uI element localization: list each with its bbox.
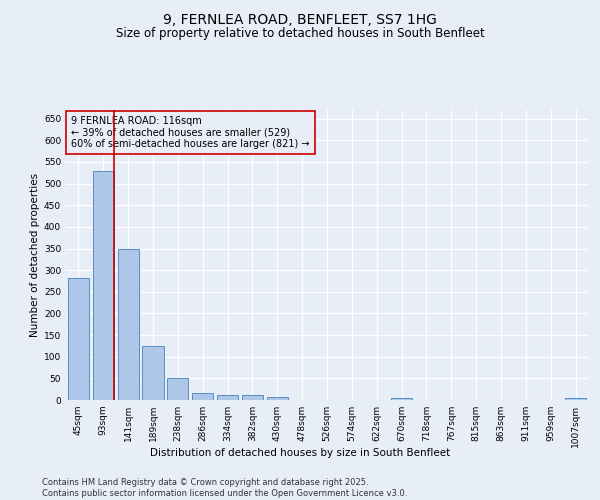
Bar	[217, 395, 238, 400]
Bar	[167, 378, 188, 400]
Text: 9 FERNLEA ROAD: 116sqm
← 39% of detached houses are smaller (529)
60% of semi-de: 9 FERNLEA ROAD: 116sqm ← 39% of detached…	[71, 116, 310, 149]
Bar	[242, 395, 263, 400]
Bar	[118, 250, 139, 400]
Text: 9, FERNLEA ROAD, BENFLEET, SS7 1HG: 9, FERNLEA ROAD, BENFLEET, SS7 1HG	[163, 12, 437, 26]
Bar	[142, 346, 164, 400]
Text: Size of property relative to detached houses in South Benfleet: Size of property relative to detached ho…	[116, 28, 484, 40]
Text: Contains HM Land Registry data © Crown copyright and database right 2025.
Contai: Contains HM Land Registry data © Crown c…	[42, 478, 407, 498]
Text: Distribution of detached houses by size in South Benfleet: Distribution of detached houses by size …	[150, 448, 450, 458]
Bar	[267, 398, 288, 400]
Bar	[391, 398, 412, 400]
Y-axis label: Number of detached properties: Number of detached properties	[30, 173, 40, 337]
Bar	[68, 278, 89, 400]
Bar	[192, 393, 213, 400]
Bar	[565, 398, 586, 400]
Bar	[93, 171, 114, 400]
